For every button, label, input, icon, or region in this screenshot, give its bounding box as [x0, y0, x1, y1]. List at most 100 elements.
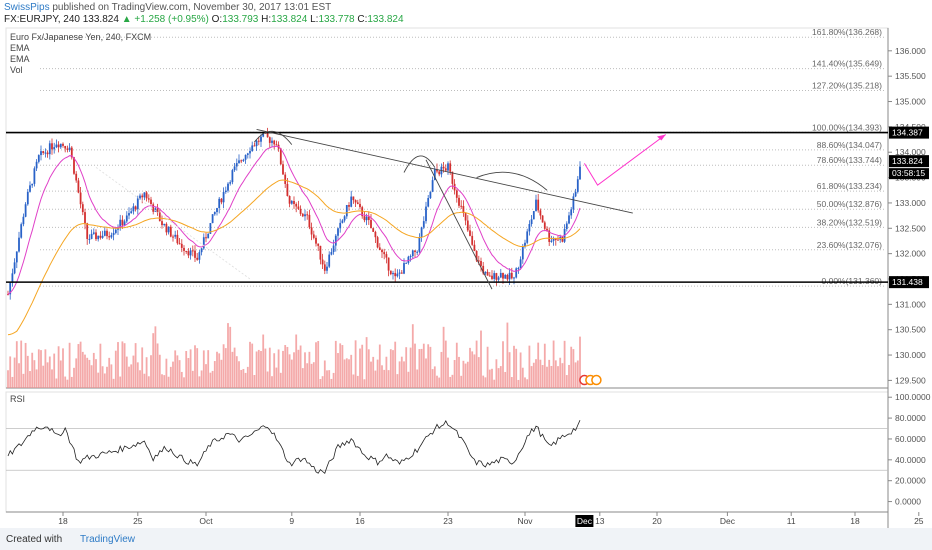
candle-body	[361, 207, 364, 217]
descending-trendline	[256, 128, 633, 214]
volume-bar	[174, 350, 177, 388]
volume-bar	[372, 356, 375, 388]
volume-bar	[438, 377, 441, 388]
candle-body	[119, 219, 122, 229]
volume-bar	[508, 352, 511, 388]
volume-bar	[150, 355, 152, 388]
legend-volume[interactable]: Vol	[10, 65, 23, 75]
candle-body	[350, 196, 353, 207]
candle-body	[387, 257, 390, 271]
candle-body	[535, 199, 537, 212]
fib-level-label: 0.00%(131.360)	[822, 276, 883, 286]
candle-body	[374, 231, 377, 238]
author-name[interactable]: SwissPips	[4, 2, 50, 13]
candle-body	[273, 140, 276, 145]
volume-bar	[183, 377, 185, 388]
volume-bar	[493, 379, 496, 388]
legend-ema-slow[interactable]: EMA	[10, 54, 30, 64]
volume-bar	[37, 349, 40, 388]
volume-bar	[132, 355, 135, 388]
tradingview-link[interactable]: TradingView	[80, 534, 136, 545]
candle-body	[460, 205, 463, 207]
candle-body	[213, 212, 216, 215]
candle-body	[62, 143, 64, 146]
candle-body	[121, 219, 124, 226]
candle-body	[543, 222, 546, 229]
rsi-tick-label: 20.0000	[895, 476, 926, 486]
footer-bar: Created with TradingView	[0, 528, 932, 550]
countdown-box	[889, 168, 929, 180]
volume-bar	[537, 342, 540, 388]
volume-bar	[427, 344, 430, 388]
volume-bar	[42, 365, 45, 388]
open-value: 133.793	[222, 14, 259, 25]
price-tick-label: 135.000	[895, 97, 926, 107]
close-value: 133.824	[367, 14, 404, 25]
rsi-pane-label: RSI	[10, 394, 25, 404]
low-value: 133.778	[318, 14, 355, 25]
candle-body	[488, 275, 491, 277]
open-label: O:	[211, 14, 223, 25]
candle-body	[42, 151, 45, 153]
volume-bar	[253, 375, 256, 388]
time-tick-label: 25	[914, 516, 924, 526]
candle-body	[308, 214, 311, 228]
volume-bar	[101, 366, 104, 388]
candle-body	[275, 144, 278, 146]
volume-bar	[306, 363, 309, 388]
candle-body	[95, 232, 97, 240]
volume-bar	[563, 340, 566, 388]
volume-bar	[416, 369, 419, 388]
rsi-tick-label: 40.0000	[895, 455, 926, 465]
volume-bar	[576, 360, 579, 388]
candle-body	[383, 252, 386, 255]
publish-info: published on TradingView.com, November 3…	[52, 2, 332, 13]
volume-bar	[123, 343, 126, 388]
fib-level-label: 61.80%(133.234)	[817, 181, 882, 191]
candle-body	[339, 222, 342, 229]
volume-bar	[20, 340, 23, 388]
candle-body	[44, 152, 47, 154]
legend-ema-fast[interactable]: EMA	[10, 43, 30, 53]
volume-bar	[233, 347, 236, 388]
candle-body	[451, 171, 454, 184]
price-tick-label: 130.000	[895, 350, 926, 360]
candle-body	[90, 233, 93, 239]
volume-bar	[515, 348, 518, 388]
breakdown-trendline	[425, 159, 493, 290]
volume-bar	[497, 368, 500, 388]
candle-body	[462, 206, 465, 214]
candle-body	[178, 243, 181, 245]
volume-bar	[317, 341, 320, 388]
candle-body	[396, 273, 399, 277]
candle-body	[473, 244, 476, 251]
symbol-label[interactable]: FX:EURJPY, 240	[4, 14, 80, 25]
volume-bar	[315, 342, 317, 388]
volume-bar	[79, 341, 82, 388]
candle-body	[205, 237, 207, 239]
volume-bar	[546, 366, 548, 388]
chart-legend: Euro Fx/Japanese Yen, 240, FXCM EMA EMA …	[10, 32, 151, 76]
candle-body	[68, 147, 71, 150]
price-chart[interactable]: 136.000135.500135.000134.500134.000133.5…	[0, 0, 932, 528]
candle-body	[187, 251, 190, 256]
volume-bar	[273, 353, 276, 388]
candle-body	[301, 213, 304, 217]
volume-bar	[279, 372, 282, 388]
created-with-label: Created with	[6, 534, 63, 545]
candle-body	[143, 192, 146, 198]
volume-bar	[163, 375, 166, 388]
candle-body	[7, 294, 9, 296]
volume-bar	[260, 350, 262, 388]
candle-body	[532, 211, 535, 220]
candle-body	[499, 272, 502, 278]
volume-bar	[88, 359, 91, 388]
candle-body	[484, 271, 487, 274]
volume-bar	[106, 366, 108, 388]
event-icon	[591, 374, 602, 386]
candle-body	[176, 234, 179, 244]
candle-body	[158, 212, 161, 222]
volume-bar	[189, 349, 192, 388]
volume-bar	[77, 344, 80, 388]
candle-body	[363, 216, 366, 221]
